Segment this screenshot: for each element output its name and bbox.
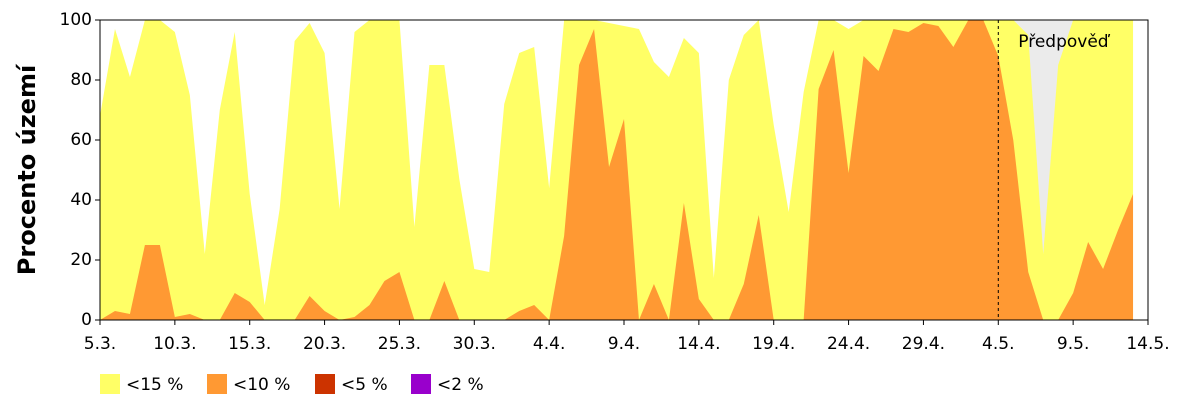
y-tick-label: 100 [60, 10, 92, 30]
legend-swatch [100, 374, 120, 394]
y-tick-label: 0 [81, 310, 92, 330]
x-tick-label: 5.3. [84, 334, 116, 354]
legend-swatch [207, 374, 227, 394]
legend-label: <2 % [437, 375, 484, 395]
legend-label: <5 % [341, 375, 388, 395]
x-tick-label: 24.4. [827, 334, 870, 354]
legend-swatch [411, 374, 431, 394]
x-tick-label: 10.3. [153, 334, 196, 354]
x-tick-label: 30.3. [453, 334, 496, 354]
x-tick-label: 25.3. [378, 334, 421, 354]
x-tick-label: 9.4. [608, 334, 640, 354]
y-tick-label: 80 [70, 70, 92, 90]
area [100, 20, 1134, 320]
x-tick-label: 4.5. [982, 334, 1014, 354]
x-tick-label: 20.3. [303, 334, 346, 354]
x-tick-label: 4.4. [533, 334, 565, 354]
y-tick-label: 60 [70, 130, 92, 150]
legend-swatch [315, 374, 335, 394]
x-tick-label: 14.4. [677, 334, 720, 354]
x-tick-label: 15.3. [228, 334, 271, 354]
y-axis-label: Procento území [13, 63, 41, 275]
x-tick-label: 29.4. [902, 334, 945, 354]
annotation: Předpověď [1018, 32, 1111, 52]
x-tick-label: 14.5. [1126, 334, 1169, 354]
legend-label: <10 % [233, 375, 290, 395]
y-tick-label: 40 [70, 190, 92, 210]
x-tick-label: 9.5. [1057, 334, 1089, 354]
x-tick-label: 19.4. [752, 334, 795, 354]
legend-label: <15 % [126, 375, 183, 395]
y-tick-label: 20 [70, 250, 92, 270]
